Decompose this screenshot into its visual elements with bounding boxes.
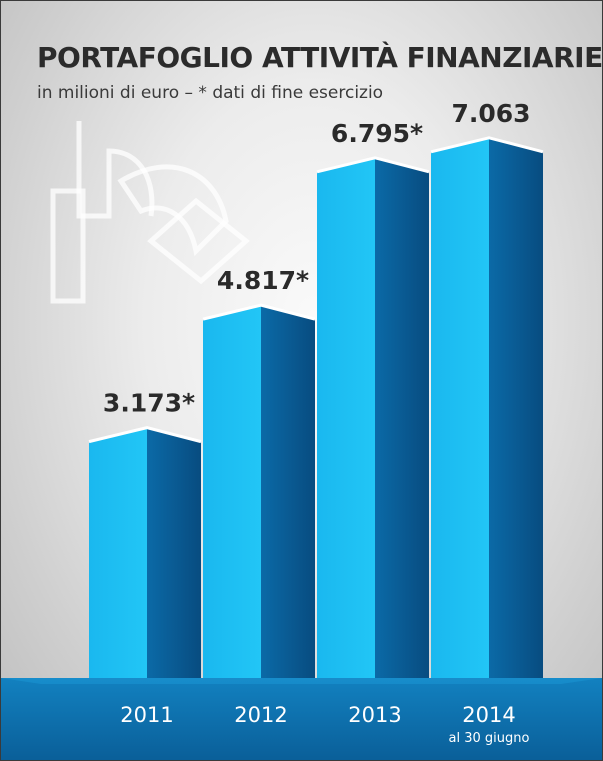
value-label-2013: 6.795* [331, 119, 423, 148]
bar-side-2012 [261, 305, 315, 678]
value-label-2014: 7.063 [451, 99, 530, 128]
bar-front-2012 [203, 305, 261, 678]
bar-side-2014 [489, 137, 543, 678]
value-label-2011: 3.173* [103, 389, 195, 418]
chart-subtitle: in milioni di euro – * dati di fine eser… [37, 83, 384, 103]
watermark-logo-icon [50, 121, 250, 304]
bar-edge-2012 [202, 303, 316, 321]
bar-front-2013 [317, 157, 375, 678]
category-note-2014: al 30 giugno [449, 731, 530, 746]
category-label-2013: 2013 [348, 703, 401, 727]
category-label-2012: 2012 [234, 703, 287, 727]
category-label-2011: 2011 [120, 703, 173, 727]
chart-title: PORTAFOGLIO ATTIVITÀ FINANZIARIE [37, 41, 603, 74]
category-label-2014: 2014 [462, 703, 515, 727]
floor-highlight [1, 678, 602, 684]
bar-side-2013 [375, 157, 429, 678]
bar-2011 [88, 426, 202, 678]
bar-side-2011 [147, 427, 201, 678]
bar-front-2011 [89, 427, 147, 678]
bar-2014 [430, 136, 544, 678]
bar-edge-2013 [316, 156, 430, 174]
floor-band [1, 678, 602, 760]
bar-front-2014 [431, 137, 489, 678]
bar-2013 [316, 156, 430, 678]
bar-2012 [202, 303, 316, 678]
bar-edge-2014 [430, 136, 544, 154]
value-label-2012: 4.817* [217, 266, 309, 295]
bar-edge-2011 [88, 426, 202, 444]
